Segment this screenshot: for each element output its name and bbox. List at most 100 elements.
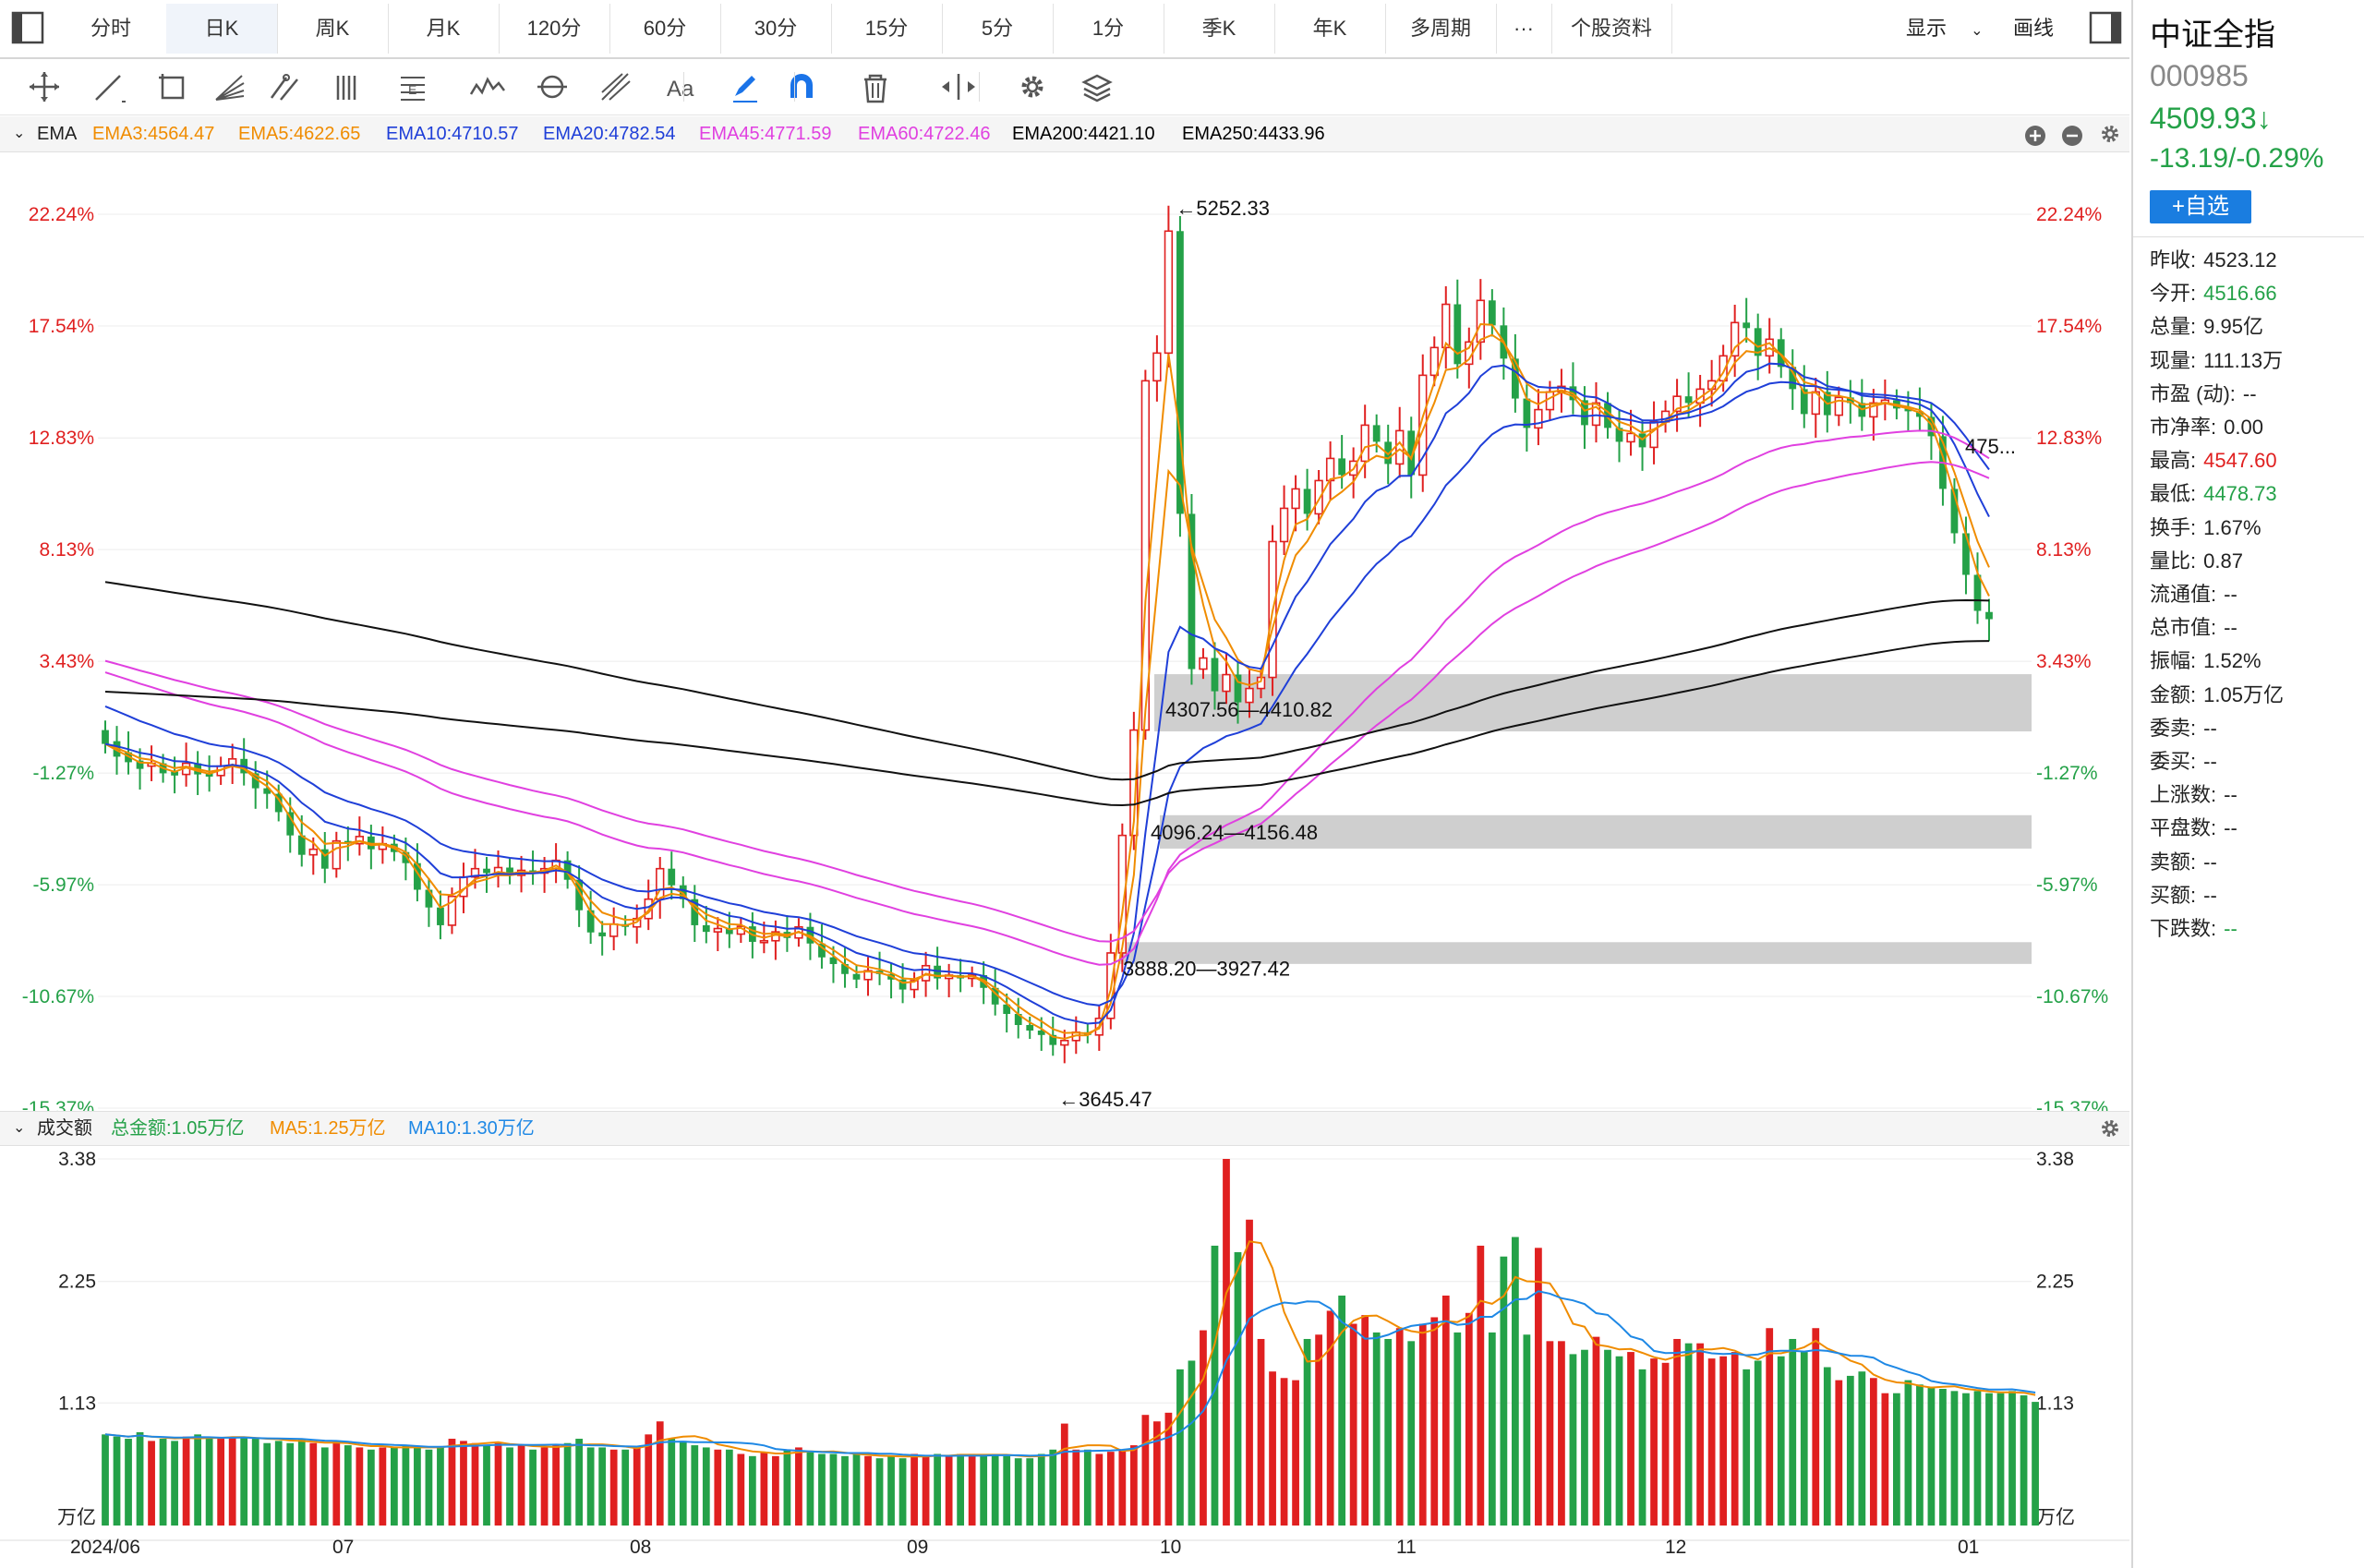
volume-bar bbox=[540, 1447, 549, 1526]
cycle-icon[interactable] bbox=[526, 66, 578, 107]
channel-icon[interactable] bbox=[259, 66, 310, 107]
stat-label: 市净率: bbox=[2150, 416, 2217, 439]
candle-body-down bbox=[725, 928, 733, 935]
ema-settings-icon[interactable] bbox=[2098, 122, 2122, 146]
candle-body-down bbox=[1777, 339, 1785, 368]
candle-body-down bbox=[286, 812, 295, 836]
price-axis-label-right: 3.43% bbox=[2036, 651, 2092, 672]
candle-body-down bbox=[1789, 367, 1797, 390]
volume-bar bbox=[1037, 1453, 1045, 1526]
tab-monthly-k[interactable]: 月K bbox=[388, 4, 500, 54]
stat-label: 金额: bbox=[2150, 682, 2197, 706]
ema-legend-item: EMA200:4421.10 bbox=[1012, 124, 1155, 144]
stat-value: 4547.60 bbox=[2203, 449, 2277, 473]
volume-bar bbox=[1211, 1245, 1219, 1526]
stretch-icon[interactable] bbox=[933, 66, 984, 107]
ema-line-3 bbox=[104, 322, 1990, 1040]
stat-value: 1.67% bbox=[2203, 515, 2261, 539]
display-dropdown[interactable]: 显示 ⌄ bbox=[1906, 4, 1984, 54]
stat-row: 总量: 9.95亿 bbox=[2150, 310, 2263, 344]
volume-bar bbox=[922, 1455, 930, 1526]
volume-bar bbox=[852, 1453, 861, 1526]
volume-bar bbox=[1129, 1445, 1138, 1526]
candle-body-down bbox=[136, 760, 144, 769]
panel-toggle-left-icon[interactable] bbox=[11, 11, 44, 44]
settings-icon[interactable] bbox=[1007, 66, 1058, 107]
fork-icon[interactable] bbox=[591, 66, 643, 107]
candle-body-down bbox=[575, 879, 584, 911]
candle-body-up bbox=[609, 923, 619, 937]
stat-row: 最高: 4547.60 bbox=[2150, 444, 2277, 477]
volume-bar bbox=[320, 1447, 329, 1526]
ema-line-60 bbox=[104, 461, 1990, 943]
volume-bar bbox=[1500, 1256, 1508, 1526]
parallel-lines-icon[interactable] bbox=[323, 66, 375, 107]
fan-lines-icon[interactable] bbox=[203, 66, 255, 107]
candle-body-down bbox=[506, 867, 513, 875]
candle-body-up bbox=[1222, 673, 1231, 693]
volume-bar bbox=[205, 1439, 213, 1526]
panel-toggle-right-icon[interactable] bbox=[2089, 11, 2122, 44]
zoom-out-icon[interactable] bbox=[2061, 124, 2083, 146]
candle-body-up bbox=[1117, 834, 1128, 954]
volume-bar bbox=[1453, 1332, 1462, 1526]
wave-icon[interactable] bbox=[462, 66, 513, 107]
magnet-icon[interactable] bbox=[776, 66, 827, 107]
tab-120min[interactable]: 120分 bbox=[499, 4, 610, 54]
collapse-chevron-icon[interactable]: ⌄ bbox=[13, 1120, 26, 1136]
tab-15min[interactable]: 15分 bbox=[831, 4, 943, 54]
tab-yearly-k[interactable]: 年K bbox=[1274, 4, 1386, 54]
collapse-chevron-icon[interactable]: ⌄ bbox=[13, 126, 26, 141]
volume-settings-icon[interactable] bbox=[2098, 1116, 2122, 1140]
pen-icon[interactable] bbox=[720, 66, 772, 107]
ema-indicator-name[interactable]: EMA bbox=[37, 124, 78, 144]
volume-bar bbox=[748, 1455, 756, 1526]
volume-bar bbox=[1558, 1341, 1565, 1526]
draw-lines-button[interactable]: 画线 bbox=[2013, 4, 2054, 54]
volume-bar bbox=[1581, 1349, 1588, 1526]
tab-daily-k[interactable]: 日K bbox=[166, 4, 278, 54]
candle-body-up bbox=[1730, 321, 1740, 357]
volume-bar bbox=[1083, 1449, 1092, 1526]
tab-30min[interactable]: 30分 bbox=[720, 4, 832, 54]
volume-bar bbox=[1835, 1380, 1843, 1526]
tab-quarterly-k[interactable]: 季K bbox=[1164, 4, 1275, 54]
candle-body-down bbox=[402, 851, 410, 863]
ema-legend: ⌄ EMA EMA3:4564.47 EMA5:4622.65 EMA10:4710… bbox=[0, 116, 2129, 152]
stat-row: 市盈 (动): -- bbox=[2150, 378, 2257, 411]
tab-5min[interactable]: 5分 bbox=[942, 4, 1054, 54]
zoom-in-icon[interactable] bbox=[2024, 124, 2046, 146]
tab-more[interactable]: ··· bbox=[1496, 4, 1552, 54]
tab-stock-profile[interactable]: 个股资料 bbox=[1551, 4, 1672, 54]
trash-icon[interactable] bbox=[850, 66, 901, 107]
candle-body-up bbox=[1279, 507, 1289, 543]
stat-value: -- bbox=[2224, 616, 2237, 640]
text-tool-icon[interactable]: Aa bbox=[656, 66, 707, 107]
kline-chart[interactable]: 22.24% 22.24% 17.54% 17.54% 12.83% 12.83% 8.13… bbox=[0, 152, 2129, 1568]
tab-multi-period[interactable]: 多周期 bbox=[1385, 4, 1497, 54]
tab-60min[interactable]: 60分 bbox=[609, 4, 721, 54]
line-draw-icon[interactable] bbox=[83, 66, 135, 107]
volume-bar bbox=[714, 1449, 722, 1526]
stat-row: 委买: -- bbox=[2150, 745, 2217, 778]
volume-bar bbox=[1488, 1332, 1496, 1526]
volume-ma5-label: MA5:1.25万亿 bbox=[270, 1118, 386, 1139]
crosshair-icon[interactable] bbox=[18, 66, 70, 107]
stat-row: 现量: 111.13万 bbox=[2150, 344, 2283, 378]
volume-bar bbox=[1118, 1449, 1127, 1526]
date-axis-label: 01 bbox=[1958, 1537, 1979, 1558]
text-grid-icon[interactable]: E bbox=[388, 66, 440, 107]
high-price-annotation: ←5252.33 bbox=[1176, 197, 1270, 220]
svg-text:E: E bbox=[408, 82, 416, 97]
add-watchlist-button[interactable]: +自选 bbox=[2150, 190, 2251, 223]
tab-fenshi[interactable]: 分时 bbox=[55, 4, 167, 54]
volume-bar bbox=[297, 1439, 306, 1526]
candle-body-down bbox=[1846, 397, 1854, 404]
volume-indicator-name[interactable]: 成交额 bbox=[37, 1118, 92, 1139]
volume-bar bbox=[1661, 1362, 1670, 1526]
date-axis-label: 11 bbox=[1396, 1537, 1417, 1558]
tab-1min[interactable]: 1分 bbox=[1053, 4, 1164, 54]
tab-weekly-k[interactable]: 周K bbox=[277, 4, 389, 54]
layers-icon[interactable] bbox=[1071, 66, 1123, 107]
rectangle-icon[interactable] bbox=[148, 66, 199, 107]
